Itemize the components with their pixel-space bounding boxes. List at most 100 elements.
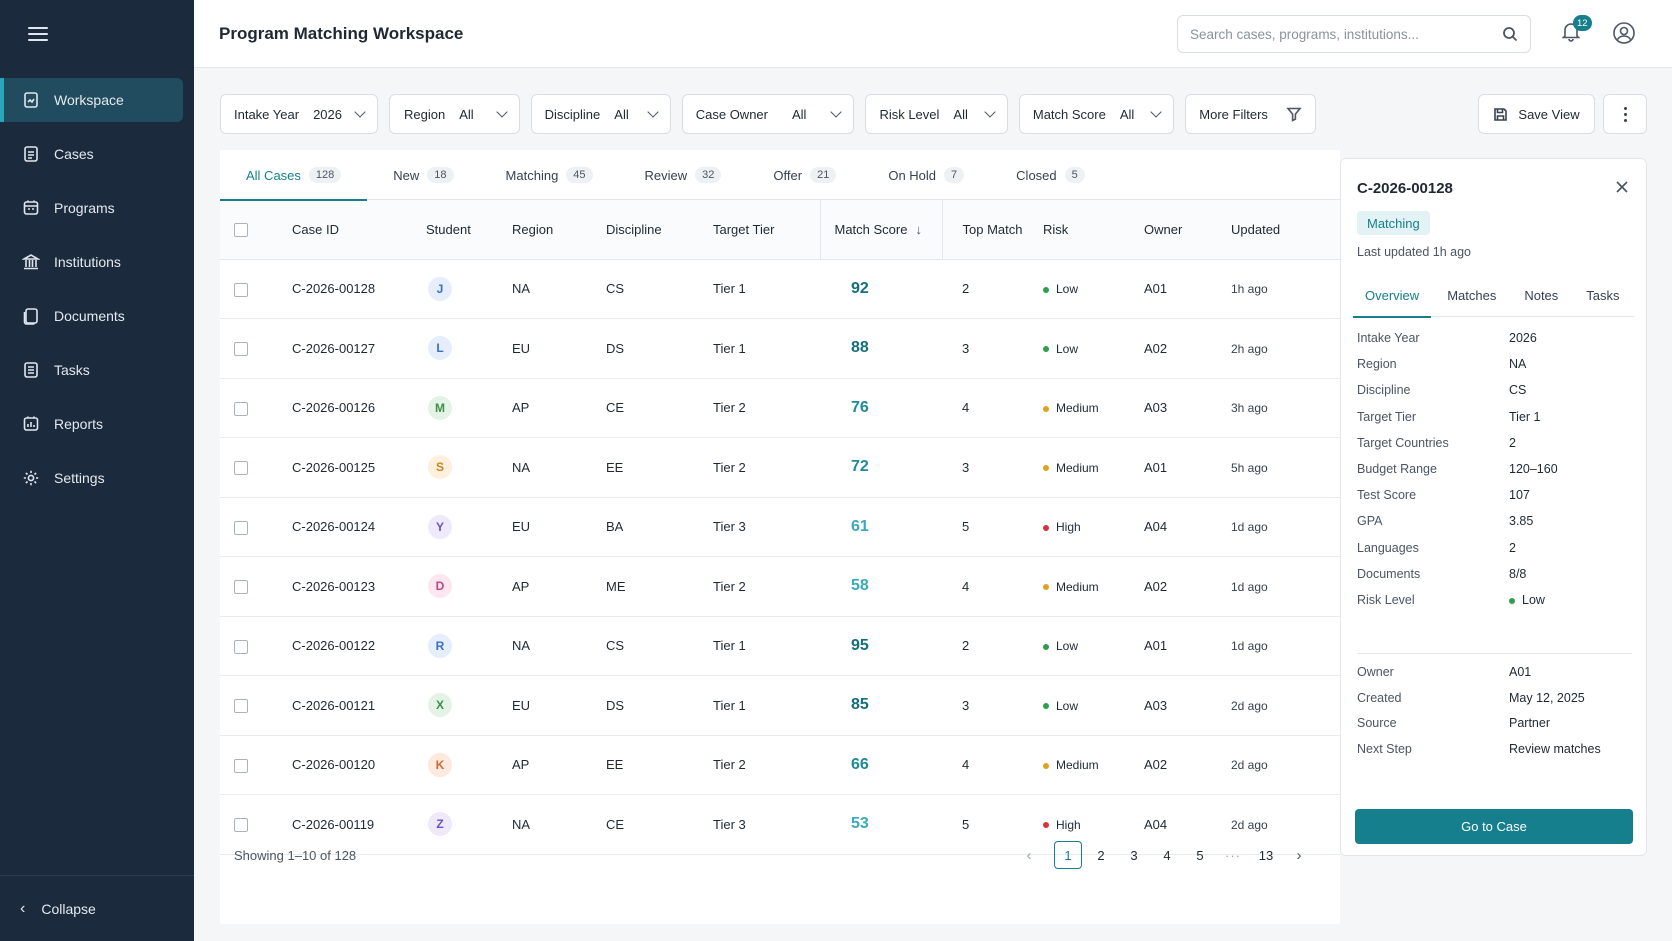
discipline-cell: DS [606, 675, 713, 736]
select-all-checkbox[interactable] [234, 223, 248, 238]
menu-icon[interactable] [28, 27, 48, 41]
more-options-button[interactable] [1603, 94, 1647, 134]
row-checkbox[interactable] [234, 282, 248, 297]
prev-page-button[interactable]: ‹ [1026, 846, 1032, 864]
column-header-discipline[interactable]: Discipline [606, 200, 713, 260]
page-13-button[interactable]: 13 [1258, 847, 1274, 863]
match-score: 85 [851, 696, 869, 714]
page-5-button[interactable]: 5 [1196, 847, 1204, 863]
sidebar-item-settings[interactable]: Settings [0, 456, 183, 500]
sidebar-item-reports[interactable]: Reports [0, 402, 183, 446]
filter-discipline[interactable]: Discipline All [530, 94, 671, 134]
filter-case-owner[interactable]: Case Owner All [681, 94, 855, 134]
region-cell: EU [512, 497, 606, 557]
notifications-button[interactable]: 12 [1560, 15, 1592, 46]
column-header-region[interactable]: Region [512, 200, 606, 260]
row-checkbox[interactable] [234, 699, 248, 714]
table-row[interactable]: C-2026-00120 K AP EE Tier 2 66 4 Medium A02 2d ag… [220, 735, 1340, 795]
case-id-cell[interactable]: C-2026-00122 [292, 616, 426, 676]
case-id-cell[interactable]: C-2026-00124 [292, 497, 426, 557]
table-row[interactable]: C-2026-00119 Z NA CE Tier 3 53 5 High A04 2d ago [220, 794, 1340, 855]
tab-offer[interactable]: Offer 21 [747, 150, 862, 200]
sidebar-item-institutions[interactable]: Institutions [0, 240, 183, 284]
detail-field: Intake Year 2026 [1357, 331, 1632, 345]
sidebar-item-documents[interactable]: Documents [0, 294, 183, 338]
tab-count: 21 [810, 167, 837, 183]
row-checkbox[interactable] [234, 461, 248, 476]
column-header-match-score[interactable]: Match Score ↓ [819, 200, 942, 260]
case-id-cell[interactable]: C-2026-00123 [292, 556, 426, 617]
filter-intake-year[interactable]: Intake Year 2026 [220, 94, 378, 134]
sort-down-icon: ↓ [915, 221, 922, 237]
page-3-button[interactable]: 3 [1130, 847, 1138, 863]
updated-cell: 1h ago [1231, 282, 1268, 297]
sidebar-item-cases[interactable]: Cases [0, 132, 183, 176]
filter-risk-level[interactable]: Risk Level All [865, 94, 1008, 134]
tab-matching[interactable]: Matching 45 [480, 150, 619, 200]
more-filters-button[interactable]: More Filters [1185, 94, 1316, 134]
table-row[interactable]: C-2026-00123 D AP ME Tier 2 58 4 Medium A02 1d ag… [220, 556, 1340, 617]
sidebar-item-programs[interactable]: Programs [0, 186, 183, 230]
column-header-student[interactable]: Student [426, 200, 512, 260]
risk-label: Low [1056, 698, 1079, 713]
page-4-button[interactable]: 4 [1163, 847, 1171, 863]
filter-match-score[interactable]: Match Score All [1018, 94, 1175, 134]
table-row[interactable]: C-2026-00126 M AP CE Tier 2 76 4 Medium A03 3h ag… [220, 378, 1340, 438]
filter-region[interactable]: Region All [388, 94, 520, 134]
tab-on-hold[interactable]: On Hold 7 [862, 150, 990, 200]
table-row[interactable]: C-2026-00121 X EU DS Tier 1 85 3 Low A03 2d ago [220, 675, 1340, 736]
search-input[interactable] [1190, 26, 1502, 42]
case-id-cell[interactable]: C-2026-00119 [292, 794, 426, 855]
column-header-top-match[interactable]: Top Match [941, 200, 1043, 260]
case-id-cell[interactable]: C-2026-00126 [292, 378, 426, 438]
sidebar-item-tasks[interactable]: Tasks [0, 348, 183, 392]
close-panel-button[interactable] [1614, 179, 1630, 195]
page-2-button[interactable]: 2 [1097, 847, 1105, 863]
column-header-case-id[interactable]: Case ID [292, 200, 426, 260]
case-id-cell[interactable]: C-2026-00120 [292, 735, 426, 795]
column-header-updated[interactable]: Updated [1231, 200, 1340, 260]
column-header-target-tier[interactable]: Target Tier [713, 200, 820, 260]
field-label: Target Countries [1357, 435, 1449, 450]
table-row[interactable]: C-2026-00127 L EU DS Tier 1 88 3 Low A02 2h ago [220, 318, 1340, 379]
column-header-owner[interactable]: Owner [1144, 200, 1231, 260]
tier-cell: Tier 3 [713, 794, 820, 855]
search-icon[interactable] [1502, 26, 1518, 42]
row-checkbox[interactable] [234, 818, 248, 833]
row-checkbox[interactable] [234, 401, 248, 416]
tab-tasks[interactable]: Tasks [1586, 287, 1620, 303]
row-checkbox[interactable] [234, 758, 248, 773]
tab-new[interactable]: New 18 [367, 150, 479, 200]
case-id-cell[interactable]: C-2026-00121 [292, 675, 426, 736]
tab-all-cases[interactable]: All Cases 128 [220, 150, 368, 201]
row-checkbox[interactable] [234, 342, 248, 357]
case-id-cell[interactable]: C-2026-00125 [292, 437, 426, 498]
tab-overview[interactable]: Overview [1353, 273, 1432, 318]
tab-matches[interactable]: Matches [1447, 287, 1497, 303]
page-1-button[interactable]: 1 [1054, 841, 1082, 869]
tab-review[interactable]: Review 32 [619, 150, 748, 200]
table-row[interactable]: C-2026-00128 J NA CS Tier 1 92 2 Low A01 1h ago [220, 259, 1340, 319]
user-menu-button[interactable] [1612, 21, 1636, 45]
next-page-button[interactable]: › [1296, 846, 1302, 864]
tab-closed[interactable]: Closed 5 [990, 150, 1111, 200]
tab-label: New [393, 167, 420, 183]
case-id-cell[interactable]: C-2026-00127 [292, 318, 426, 379]
table-row[interactable]: C-2026-00122 R NA CS Tier 1 95 2 Low A01 1d ago [220, 616, 1340, 676]
case-id-cell[interactable]: C-2026-00128 [292, 259, 426, 319]
go-to-case-button[interactable]: Go to Case [1355, 809, 1633, 844]
column-header-risk[interactable]: Risk [1043, 200, 1144, 260]
table-row[interactable]: C-2026-00125 S NA EE Tier 2 72 3 Medium A01 5h ag… [220, 437, 1340, 498]
sidebar-nav: Workspace Cases Programs Institutions Do… [0, 78, 194, 500]
match-score: 58 [851, 577, 869, 595]
row-checkbox[interactable] [234, 520, 248, 535]
collapse-button[interactable]: ‹ Collapse [0, 875, 194, 941]
search-box[interactable] [1177, 15, 1531, 53]
row-checkbox[interactable] [234, 639, 248, 654]
tab-notes[interactable]: Notes [1524, 287, 1559, 303]
detail-field: Documents 8/8 [1357, 567, 1632, 581]
save-view-button[interactable]: Save View [1478, 94, 1595, 134]
table-row[interactable]: C-2026-00124 Y EU BA Tier 3 61 5 High A04 1d ago [220, 497, 1340, 557]
sidebar-item-workspace[interactable]: Workspace [0, 78, 183, 122]
row-checkbox[interactable] [234, 580, 248, 595]
